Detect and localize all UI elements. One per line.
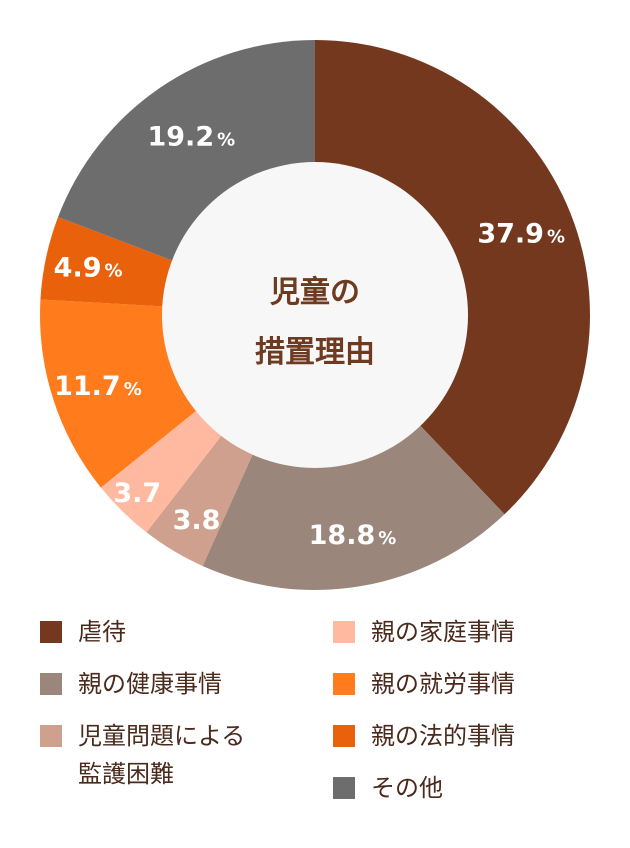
slice-value-label: 37.9%: [477, 219, 565, 250]
slice-value-label: 19.2%: [147, 121, 235, 152]
legend-swatch: [333, 777, 355, 799]
center-label-line-2: 措置理由: [255, 335, 375, 370]
donut-center: [162, 162, 468, 468]
legend-swatch: [333, 725, 355, 747]
legend-label: その他: [371, 774, 443, 802]
donut-chart: 児童の 措置理由 37.9% 18.8% 3.8 3.7 11.7% 4.9% 19.2%: [40, 40, 591, 590]
legend-swatch: [333, 673, 355, 695]
legend-swatch: [333, 621, 355, 643]
legend-item-parent-health: 親の健康事情: [40, 667, 222, 703]
legend-item-parent-work: 親の就労事情: [333, 667, 515, 703]
legend-item-parent-legal: 親の法的事情: [333, 719, 515, 755]
slice-value-label: 18.8%: [309, 520, 397, 551]
legend-item-family: 親の家庭事情: [333, 615, 515, 651]
slice-value-label: 3.8: [173, 505, 221, 536]
legend-label: 親の法的事情: [371, 722, 515, 750]
legend-swatch: [40, 725, 62, 747]
legend-swatch: [40, 621, 62, 643]
slice-value-label: 11.7%: [54, 371, 142, 402]
legend-label: 児童問題による 監護困難: [78, 722, 246, 788]
legend-item-abuse: 虐待: [40, 615, 126, 651]
slice-value-label: 3.7: [113, 478, 161, 509]
legend-label: 親の健康事情: [78, 670, 222, 698]
slice-value-label: 4.9%: [54, 253, 123, 284]
legend-label: 虐待: [78, 618, 126, 646]
legend-label: 親の就労事情: [371, 670, 515, 698]
legend-item-other: その他: [333, 771, 443, 807]
legend-item-child-problems: 児童問題による 監護困難: [40, 719, 245, 793]
legend-swatch: [40, 673, 62, 695]
center-label-line-1: 児童の: [270, 275, 360, 310]
legend-label: 親の家庭事情: [371, 618, 515, 646]
slice-labels: 37.9 % 18.8 % 3.8 3.7 11.7 % 4.9 % 19.2%: [54, 121, 565, 550]
